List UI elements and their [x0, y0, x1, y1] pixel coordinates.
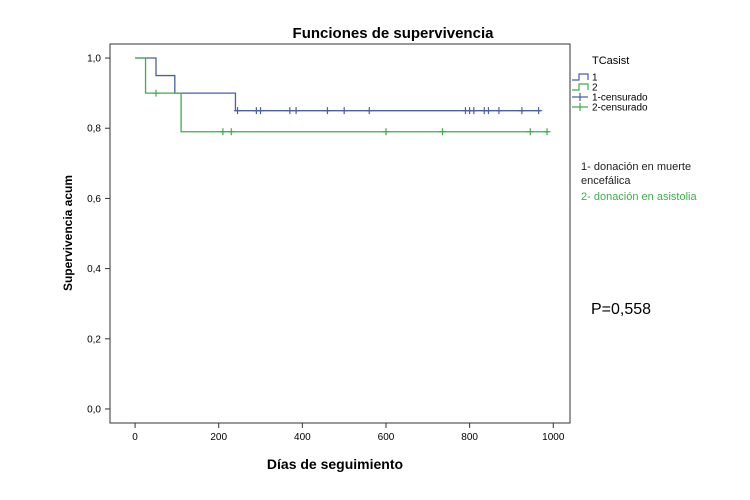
censored-mark-series-1 — [495, 107, 503, 115]
censored-mark-series-1 — [257, 107, 265, 115]
censored-mark-series-2 — [219, 128, 227, 136]
censored-mark-series-1 — [234, 107, 242, 115]
y-tick-label: 0,2 — [87, 334, 101, 345]
censored-mark-series-1 — [518, 107, 526, 115]
censored-mark-series-2 — [152, 89, 160, 97]
y-axis-label: Supervivencia acum — [61, 175, 75, 291]
group2-note: 2- donación en asistolia — [581, 191, 697, 203]
y-tick-label: 0,6 — [87, 194, 101, 205]
censored-mark-series-1 — [484, 107, 492, 115]
legend-swatch-2 — [572, 83, 589, 91]
x-tick-label: 400 — [294, 432, 311, 443]
y-tick-label: 0,8 — [87, 124, 101, 135]
chart-title: Funciones de supervivencia — [293, 25, 495, 42]
y-tick-label: 0,0 — [87, 404, 101, 415]
x-tick-label: 200 — [210, 432, 227, 443]
survival-curve-series-1 — [135, 57, 541, 112]
censored-mark-series-1 — [286, 107, 294, 115]
legend-label-2: 2 — [592, 83, 598, 94]
series-layer — [135, 57, 551, 136]
censored-mark-series-2 — [438, 128, 446, 136]
legend-label-1: 1 — [592, 73, 598, 84]
censored-mark-series-2 — [526, 128, 534, 136]
group1-note: 1- donación en muerte encefálica — [581, 161, 692, 187]
plot-area-frame — [109, 43, 571, 424]
y-tick-label: 1,0 — [87, 54, 101, 65]
legend-swatch-2-censurado — [572, 103, 588, 111]
legend-swatch-1 — [572, 73, 589, 81]
censored-mark-series-1 — [323, 107, 331, 115]
censored-mark-series-1 — [470, 107, 478, 115]
censored-mark-series-2 — [227, 128, 235, 136]
x-tick-label: 1000 — [542, 432, 565, 443]
censored-mark-series-2 — [543, 128, 551, 136]
x-axis-label: Días de seguimiento — [267, 456, 403, 472]
censored-mark-series-1 — [292, 107, 300, 115]
legend-swatch-1-censurado — [572, 93, 588, 101]
x-tick-label: 800 — [461, 432, 478, 443]
y-tick-label: 0,4 — [87, 264, 101, 275]
censored-mark-series-1 — [365, 107, 373, 115]
legend-label-1-censurado: 1-censurado — [592, 93, 648, 104]
survival-curve-series-2 — [135, 57, 550, 133]
p-value-annotation: P=0,558 — [591, 301, 652, 318]
legend-title: TCasist — [592, 55, 629, 67]
censored-mark-series-1 — [535, 107, 543, 115]
legend-label-2-censurado: 2-censurado — [592, 103, 648, 114]
x-tick-label: 0 — [132, 432, 138, 443]
axis-ticks: 0 200 400 600 800 1000 0,0 0,2 0,4 0,6 0,8 1,0 — [87, 54, 565, 443]
censored-mark-series-2 — [382, 128, 390, 136]
censored-mark-series-1 — [340, 107, 348, 115]
x-tick-label: 600 — [378, 432, 395, 443]
